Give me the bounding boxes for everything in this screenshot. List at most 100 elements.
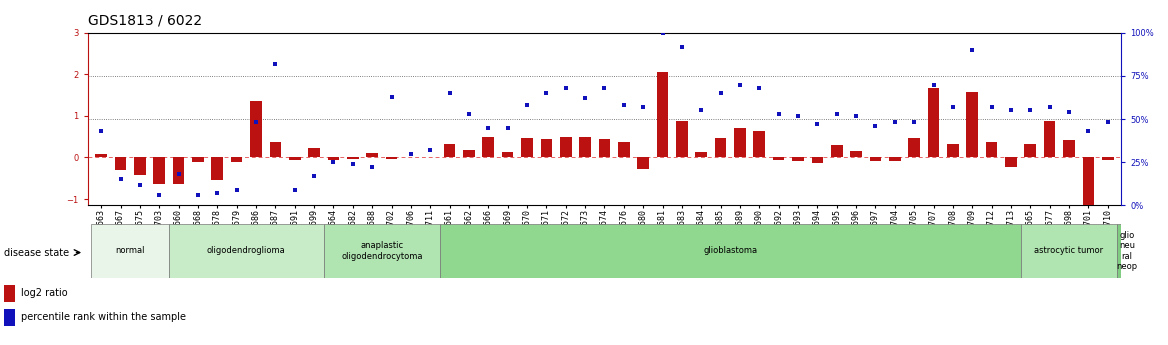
Point bbox=[691, 108, 710, 113]
Point bbox=[905, 120, 924, 125]
Bar bbox=[173, 157, 185, 185]
FancyBboxPatch shape bbox=[91, 224, 169, 278]
Bar bbox=[288, 157, 300, 160]
Bar bbox=[270, 142, 281, 157]
Point bbox=[266, 61, 285, 67]
FancyBboxPatch shape bbox=[324, 224, 440, 278]
Bar bbox=[656, 72, 668, 157]
Bar bbox=[1083, 157, 1094, 214]
Bar bbox=[753, 131, 765, 157]
Point bbox=[867, 123, 885, 129]
Bar bbox=[715, 138, 726, 157]
Point bbox=[808, 121, 827, 127]
Bar bbox=[599, 139, 610, 157]
Point bbox=[634, 104, 653, 110]
Text: log2 ratio: log2 ratio bbox=[21, 288, 68, 298]
Bar bbox=[870, 157, 881, 161]
FancyBboxPatch shape bbox=[440, 224, 1021, 278]
Bar bbox=[812, 157, 823, 163]
Point bbox=[402, 151, 420, 156]
Point bbox=[556, 85, 575, 91]
Bar bbox=[96, 154, 107, 157]
Point bbox=[827, 111, 846, 117]
Point bbox=[343, 161, 362, 167]
Point bbox=[770, 111, 788, 117]
Point bbox=[92, 128, 111, 134]
Point bbox=[944, 104, 962, 110]
Bar bbox=[482, 137, 494, 157]
FancyBboxPatch shape bbox=[1021, 224, 1118, 278]
Bar bbox=[676, 121, 688, 157]
Text: anaplastic
oligodendrocytoma: anaplastic oligodendrocytoma bbox=[341, 241, 423, 261]
Bar bbox=[638, 157, 649, 169]
Bar bbox=[986, 142, 997, 157]
Point bbox=[479, 125, 498, 130]
Point bbox=[788, 113, 807, 118]
Bar bbox=[559, 137, 571, 157]
Bar bbox=[153, 157, 165, 185]
Bar bbox=[830, 145, 842, 157]
Bar bbox=[328, 157, 339, 159]
Bar bbox=[889, 157, 901, 161]
Bar bbox=[966, 92, 978, 157]
Bar bbox=[792, 157, 804, 161]
Text: percentile rank within the sample: percentile rank within the sample bbox=[21, 313, 186, 322]
Point bbox=[324, 159, 342, 165]
Point bbox=[537, 90, 556, 96]
Text: glioblastoma: glioblastoma bbox=[703, 246, 757, 256]
Point bbox=[711, 90, 730, 96]
Bar bbox=[579, 137, 591, 157]
Point bbox=[285, 187, 304, 193]
Text: oligodendroglioma: oligodendroglioma bbox=[207, 246, 286, 256]
Bar bbox=[502, 152, 514, 157]
Bar bbox=[367, 153, 378, 157]
Bar bbox=[521, 138, 533, 157]
Point bbox=[1059, 109, 1078, 115]
Bar bbox=[695, 152, 707, 157]
Point bbox=[1021, 108, 1040, 113]
Point bbox=[1098, 120, 1117, 125]
Bar bbox=[1024, 144, 1036, 157]
Point bbox=[924, 82, 943, 87]
Bar bbox=[735, 128, 745, 157]
Bar bbox=[541, 139, 552, 157]
Bar bbox=[927, 88, 939, 157]
Point bbox=[188, 192, 207, 198]
Point bbox=[595, 85, 614, 91]
Point bbox=[653, 30, 672, 36]
Bar bbox=[134, 157, 146, 175]
Bar bbox=[1006, 157, 1017, 167]
Point bbox=[885, 120, 904, 125]
Point bbox=[169, 171, 188, 177]
Point bbox=[420, 147, 439, 153]
Bar bbox=[464, 150, 474, 157]
Bar bbox=[444, 144, 456, 157]
Bar bbox=[192, 157, 203, 161]
Point bbox=[150, 192, 168, 198]
Point bbox=[750, 85, 769, 91]
Point bbox=[962, 47, 981, 53]
Point bbox=[1041, 104, 1059, 110]
Point bbox=[982, 104, 1001, 110]
Bar bbox=[250, 101, 262, 157]
Text: GDS1813 / 6022: GDS1813 / 6022 bbox=[88, 14, 202, 28]
Bar bbox=[1063, 140, 1075, 157]
Text: disease state: disease state bbox=[4, 248, 69, 257]
Point bbox=[614, 102, 633, 108]
Bar bbox=[231, 157, 243, 161]
Bar bbox=[773, 157, 785, 160]
Bar bbox=[385, 157, 397, 159]
Text: normal: normal bbox=[116, 246, 145, 256]
Point bbox=[382, 94, 401, 99]
Point bbox=[440, 90, 459, 96]
Bar bbox=[947, 144, 959, 157]
Bar bbox=[618, 142, 630, 157]
Bar bbox=[114, 157, 126, 170]
Bar bbox=[850, 151, 862, 157]
Point bbox=[576, 96, 595, 101]
Point bbox=[1079, 128, 1098, 134]
Point bbox=[305, 173, 324, 179]
Point bbox=[246, 120, 265, 125]
Point bbox=[673, 44, 691, 49]
Point bbox=[499, 125, 517, 130]
